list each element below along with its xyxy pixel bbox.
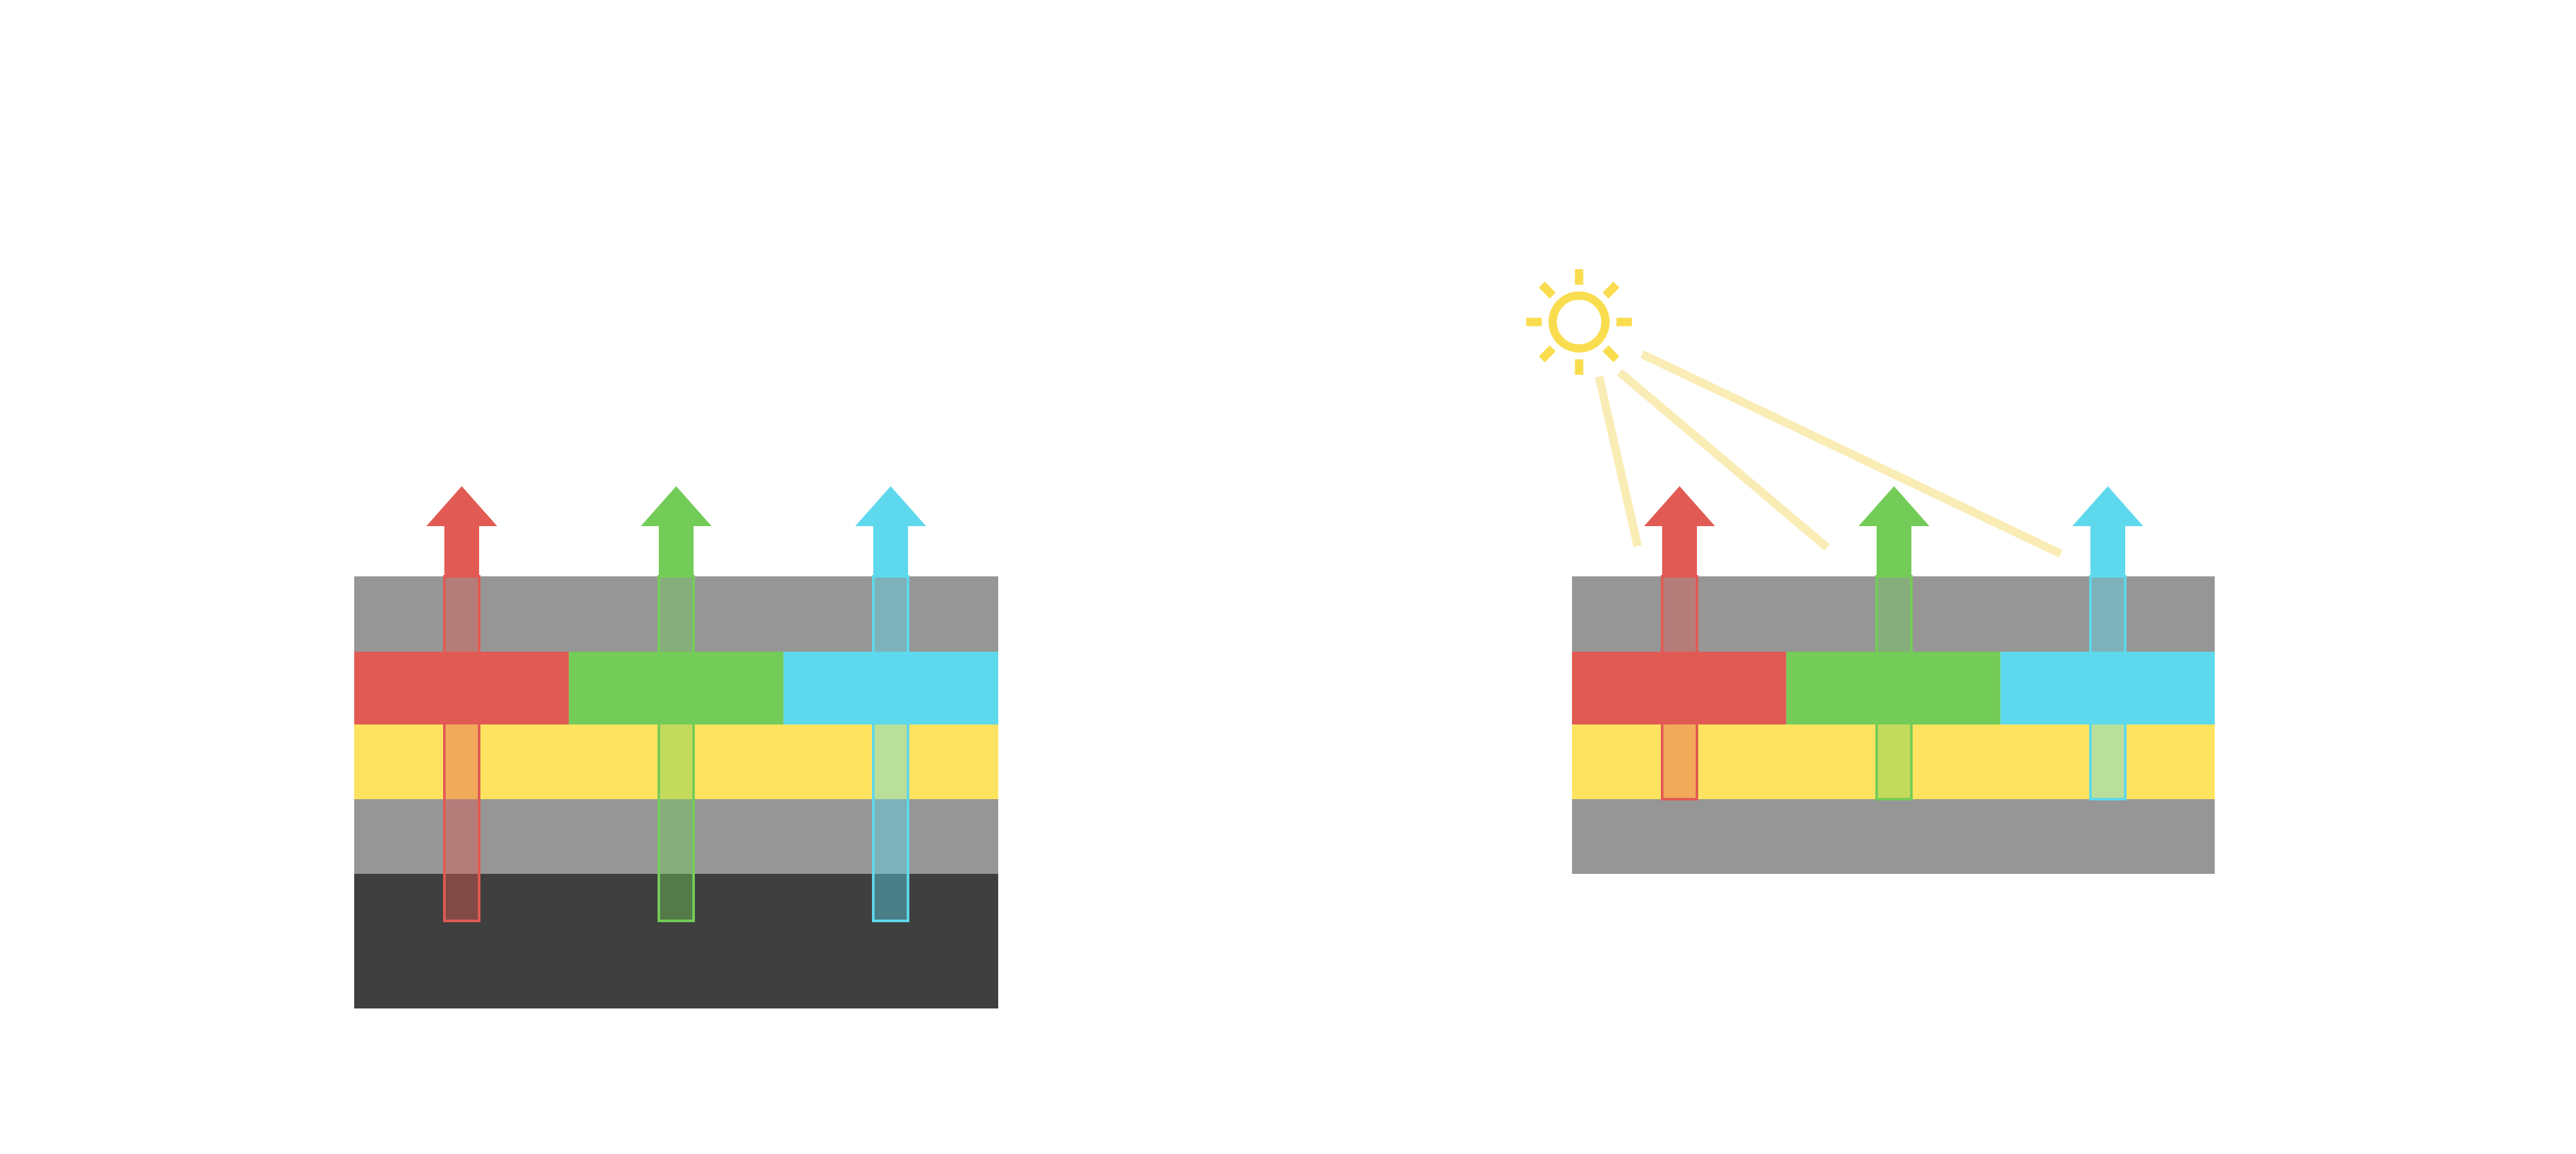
- sunlight-beam: [1640, 350, 2063, 558]
- gray-layer-top: [354, 576, 998, 652]
- yellow-layer: [1572, 724, 2215, 799]
- light-beam-cyan: [2089, 575, 2126, 800]
- gray-layer-top: [1572, 576, 2215, 652]
- emissive-stack-group: [354, 486, 998, 1008]
- light-beam-green: [1875, 575, 1913, 800]
- sunlight-beam: [1616, 369, 1830, 551]
- light-beam-green: [658, 575, 695, 922]
- arrow-cyan: [2072, 486, 2143, 576]
- pixel-segment-green: [1786, 652, 2001, 724]
- arrow-cyan: [855, 486, 926, 576]
- arrow-red: [1644, 486, 1715, 576]
- sun-tick: [1602, 345, 1620, 363]
- gray-layer-bottom: [1572, 799, 2215, 874]
- arrow-green: [1859, 486, 1929, 576]
- sun-icon: [1526, 269, 1632, 375]
- arrow-green: [641, 486, 712, 576]
- light-beam-cyan: [872, 575, 909, 922]
- pixel-segment-cyan: [2000, 652, 2215, 724]
- sunlight-beam: [1595, 375, 1642, 547]
- pixel-segment-red: [1572, 652, 1786, 724]
- light-beam-red: [443, 575, 480, 922]
- sun-ring: [1548, 291, 1610, 353]
- sun-tick: [1539, 345, 1556, 363]
- yellow-layer: [354, 724, 998, 799]
- gray-layer-bottom: [354, 799, 998, 874]
- sun-tick: [1539, 281, 1556, 299]
- pixel-segment-green: [569, 652, 784, 724]
- pixel-segment-cyan: [783, 652, 998, 724]
- arrow-red: [426, 486, 497, 576]
- light-beam-red: [1661, 575, 1698, 800]
- dark-base-layer: [354, 874, 998, 1008]
- reflective-stack-group: [1526, 269, 2215, 874]
- sun-tick: [1602, 281, 1620, 299]
- pixel-segment-red: [354, 652, 569, 724]
